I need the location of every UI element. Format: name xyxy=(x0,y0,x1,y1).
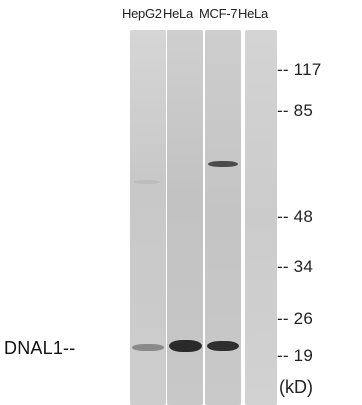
faint-band xyxy=(134,180,160,184)
lane-hela-1 xyxy=(167,30,203,405)
marker-dash: -- xyxy=(277,257,289,276)
target-protein-label: DNAL1-- xyxy=(4,338,76,358)
marker-value: 85 xyxy=(293,101,313,120)
lane-label-mcf7: MCF-7 xyxy=(199,6,238,21)
marker-value: 19 xyxy=(293,346,313,365)
marker-dash: -- xyxy=(277,309,289,328)
dnal1-band xyxy=(132,344,164,351)
marker-34: -- 34 xyxy=(277,257,313,277)
lane-mcf7 xyxy=(205,30,241,405)
dnal1-band xyxy=(207,341,239,351)
marker-dash: -- xyxy=(277,60,289,79)
marker-dash: -- xyxy=(277,101,289,120)
marker-85: -- 85 xyxy=(277,101,313,121)
band-mcf7-upper xyxy=(208,161,238,167)
lane-label-hela-1: HeLa xyxy=(163,6,193,21)
marker-dash: -- xyxy=(277,207,289,226)
lane-label-hepg2: HepG2 xyxy=(122,6,162,21)
marker-value: 34 xyxy=(293,257,313,276)
lane-hela-2 xyxy=(245,30,277,405)
marker-19: -- 19 xyxy=(277,346,313,366)
lane-label-hela-2: HeLa xyxy=(238,6,268,21)
marker-value: 48 xyxy=(293,207,313,226)
marker-26: -- 26 xyxy=(277,309,313,329)
marker-value: 117 xyxy=(293,60,322,79)
marker-dash: -- xyxy=(277,346,289,365)
dnal1-band xyxy=(169,340,202,352)
units-label: (kD) xyxy=(279,377,313,397)
marker-value: 26 xyxy=(293,309,313,328)
marker-117: -- 117 xyxy=(277,60,321,80)
marker-48: -- 48 xyxy=(277,207,313,227)
lane-hepg2 xyxy=(130,30,166,405)
